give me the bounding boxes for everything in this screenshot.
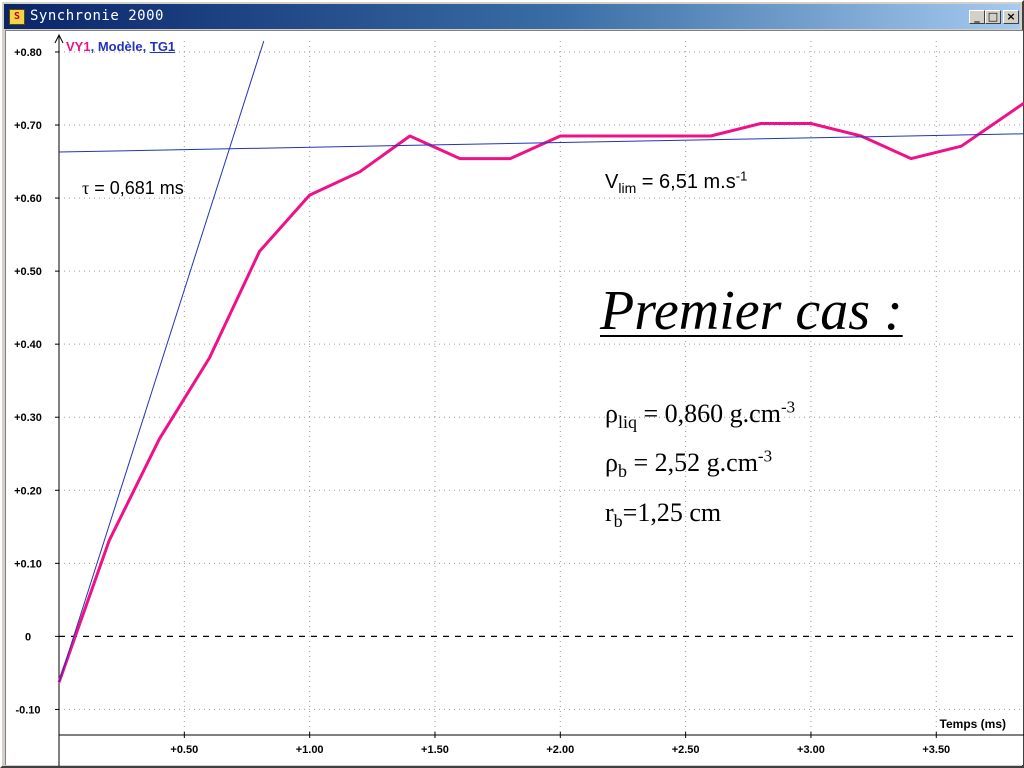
window-title: Synchronie 2000 (30, 8, 164, 24)
x-tick-label-2: +1.50 (421, 744, 449, 756)
x-tick-label-0: +0.50 (170, 744, 198, 756)
rho-liq-text: ρliq = 0,860 g.cm-3 (605, 397, 796, 433)
minimize-icon: _ (974, 10, 980, 23)
data-point-vy1-8 (459, 158, 461, 160)
x-tick-label-6: +3.50 (922, 744, 950, 756)
close-icon: × (1006, 10, 1016, 23)
y-tick-label-5: +0.30 (14, 412, 42, 424)
plot-area[interactable]: +0.80 +0.70 +0.60 +0.50 +0.40 +0.30 +0.20 +0.10… (5, 30, 1024, 766)
x-tick-label-1: +1.00 (296, 744, 324, 756)
app-icon[interactable]: S (9, 9, 25, 25)
data-point-vy1-17 (910, 158, 912, 160)
data-point-vy1-9 (509, 158, 511, 160)
minimize-button[interactable]: _ (969, 10, 985, 24)
data-point-vy1-1 (108, 540, 110, 542)
y-axis-arrow (54, 33, 64, 44)
data-point-vy1-14 (760, 122, 762, 125)
y-tick-label-7: +0.10 (14, 558, 42, 570)
series-line-vy1 (57, 101, 1024, 683)
y-tick-label-2: +0.60 (14, 193, 42, 205)
data-point-vy1-18 (960, 145, 962, 147)
y-tick-label-1: +0.70 (14, 120, 42, 132)
maximize-button[interactable]: □ (985, 10, 1001, 24)
legend-modele[interactable]: Modèle (97, 39, 143, 54)
data-point-vy1-12 (659, 135, 662, 137)
data-point-vy1-16 (860, 135, 862, 137)
x-tick-label-3: +2.00 (546, 744, 574, 756)
y-tick-label-9: -0.10 (15, 704, 40, 716)
data-point-vy1-7 (409, 135, 411, 137)
x-tick-label-4: +2.50 (672, 744, 700, 756)
data-point-vy1-2 (158, 438, 160, 440)
y-tick-label-6: +0.20 (14, 485, 42, 497)
data-point-vy1-5 (309, 194, 311, 196)
series-line-mod-le (58, 133, 1024, 153)
rho-b-text: ρb = 2,52 g.cm-3 (605, 446, 773, 482)
title-bar[interactable]: S Synchronie 2000 _ □ × (4, 4, 1020, 29)
legend: VY1, Modèle, TG1 (66, 39, 176, 54)
maximize-icon: □ (987, 10, 999, 23)
legend-tg1[interactable]: TG1 (149, 39, 176, 54)
data-point-vy1-15 (810, 122, 812, 125)
r-b-text: rb=1,25 cm (605, 498, 722, 532)
chart-svg: +0.80 +0.70 +0.60 +0.50 +0.40 +0.30 +0.20 +0.10… (14, 33, 1024, 766)
data-point-vy1-10 (559, 135, 561, 137)
y-tick-label-3: +0.50 (14, 266, 42, 278)
vlim-annotation: Vlim = 6,51 m.s-1 (605, 168, 748, 196)
y-tick-label-4: +0.40 (14, 339, 42, 351)
x-axis-title: Temps (ms) (940, 717, 1006, 731)
data-point-vy1-4 (258, 250, 261, 252)
tau-annotation: τ = 0,681 ms (82, 178, 184, 198)
legend-vy1[interactable]: VY1 (66, 39, 91, 54)
data-point-vy1-6 (359, 171, 361, 173)
close-button[interactable]: × (1003, 10, 1019, 24)
y-tick-label-8: 0 (25, 631, 31, 643)
y-tick-label-0: +0.80 (14, 47, 42, 59)
data-point-vy1-3 (208, 357, 210, 359)
data-point-vy1-11 (609, 135, 612, 137)
series-line-tg1 (58, 40, 265, 683)
data-point-vy1-13 (710, 135, 712, 137)
heading-premier-cas: Premier cas : (600, 280, 903, 342)
x-tick-label-5: +3.00 (797, 744, 825, 756)
